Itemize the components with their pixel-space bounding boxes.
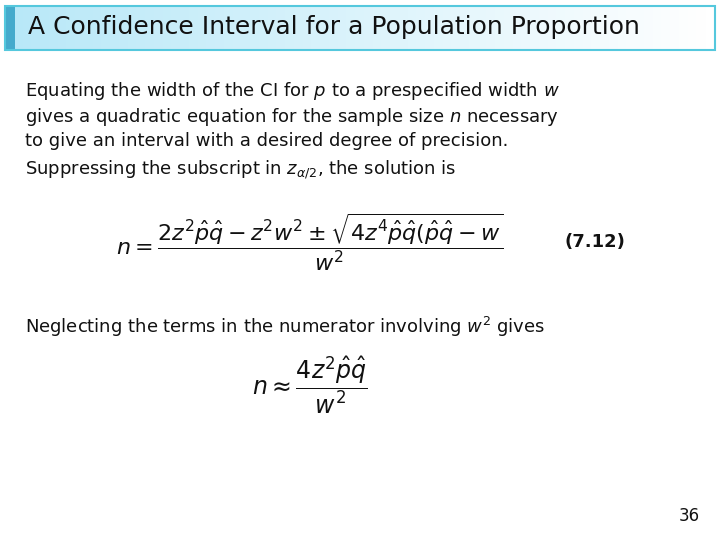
Bar — [189, 6, 199, 50]
Bar — [84, 6, 94, 50]
Bar — [408, 6, 418, 50]
Bar — [320, 6, 330, 50]
Bar — [679, 6, 688, 50]
Bar — [416, 6, 426, 50]
Bar — [154, 6, 163, 50]
Bar — [486, 6, 496, 50]
Bar — [163, 6, 172, 50]
Bar — [399, 6, 408, 50]
Bar — [5, 6, 14, 50]
Bar — [521, 6, 531, 50]
Bar — [364, 6, 374, 50]
Bar — [652, 6, 662, 50]
Bar — [513, 6, 522, 50]
Text: (7.12): (7.12) — [565, 233, 626, 251]
Text: A Confidence Interval for a Population Proportion: A Confidence Interval for a Population P… — [28, 15, 640, 39]
Bar — [180, 6, 190, 50]
Text: to give an interval with a desired degree of precision.: to give an interval with a desired degre… — [25, 132, 508, 150]
Bar — [565, 6, 575, 50]
Bar — [66, 6, 76, 50]
Bar — [92, 6, 102, 50]
Bar — [233, 6, 242, 50]
Bar — [372, 6, 382, 50]
Bar — [127, 6, 138, 50]
Bar — [75, 6, 85, 50]
Bar — [635, 6, 644, 50]
Bar — [504, 6, 513, 50]
Bar — [241, 6, 251, 50]
Bar — [197, 6, 207, 50]
Bar — [5, 6, 15, 50]
Bar — [268, 6, 277, 50]
Text: gives a quadratic equation for the sample size $n$ necessary: gives a quadratic equation for the sampl… — [25, 106, 559, 128]
Bar — [5, 6, 715, 50]
Bar — [338, 6, 347, 50]
Bar — [425, 6, 435, 50]
Bar — [582, 6, 593, 50]
Bar — [329, 6, 338, 50]
Bar — [600, 6, 610, 50]
Bar — [258, 6, 269, 50]
Bar — [215, 6, 225, 50]
Text: Equating the width of the CI for $p$ to a prespecified width $w$: Equating the width of the CI for $p$ to … — [25, 80, 560, 102]
Bar — [670, 6, 680, 50]
Bar — [102, 6, 111, 50]
Bar — [591, 6, 601, 50]
Bar — [224, 6, 233, 50]
Bar — [547, 6, 557, 50]
Bar — [530, 6, 540, 50]
Bar — [355, 6, 365, 50]
Bar — [443, 6, 452, 50]
Bar — [618, 6, 627, 50]
Bar — [311, 6, 321, 50]
Text: $n = \dfrac{2z^2\hat{p}\hat{q} - z^2w^2 \pm \sqrt{4z^4\hat{p}\hat{q}(\hat{p}\hat: $n = \dfrac{2z^2\hat{p}\hat{q} - z^2w^2 … — [117, 211, 503, 273]
Bar — [276, 6, 286, 50]
Text: Neglecting the terms in the numerator involving $w^{2}$ gives: Neglecting the terms in the numerator in… — [25, 315, 545, 339]
Bar — [390, 6, 400, 50]
Bar — [294, 6, 304, 50]
Bar — [14, 6, 24, 50]
Bar — [495, 6, 505, 50]
Bar — [608, 6, 618, 50]
Bar — [688, 6, 697, 50]
Bar — [206, 6, 216, 50]
Bar — [696, 6, 706, 50]
Bar — [22, 6, 32, 50]
Bar — [477, 6, 487, 50]
Bar — [451, 6, 461, 50]
Bar — [40, 6, 50, 50]
Bar — [136, 6, 146, 50]
Bar — [31, 6, 41, 50]
Bar — [460, 6, 469, 50]
Bar — [469, 6, 479, 50]
Bar — [145, 6, 155, 50]
Bar — [382, 6, 391, 50]
Bar — [557, 6, 566, 50]
Bar — [302, 6, 312, 50]
Bar — [574, 6, 583, 50]
Bar — [49, 6, 58, 50]
Bar — [644, 6, 654, 50]
Bar — [433, 6, 444, 50]
Bar — [285, 6, 294, 50]
Bar — [58, 6, 67, 50]
Bar — [346, 6, 356, 50]
Bar — [171, 6, 181, 50]
Text: $n \approx \dfrac{4z^2\hat{p}\hat{q}}{w^2}$: $n \approx \dfrac{4z^2\hat{p}\hat{q}}{w^… — [252, 354, 368, 416]
Bar — [539, 6, 549, 50]
Text: 36: 36 — [679, 507, 700, 525]
Bar — [250, 6, 260, 50]
Text: Suppressing the subscript in $z_{\alpha/2}$, the solution is: Suppressing the subscript in $z_{\alpha/… — [25, 158, 456, 180]
Bar — [119, 6, 128, 50]
Bar — [661, 6, 671, 50]
Bar — [110, 6, 120, 50]
Bar — [626, 6, 636, 50]
